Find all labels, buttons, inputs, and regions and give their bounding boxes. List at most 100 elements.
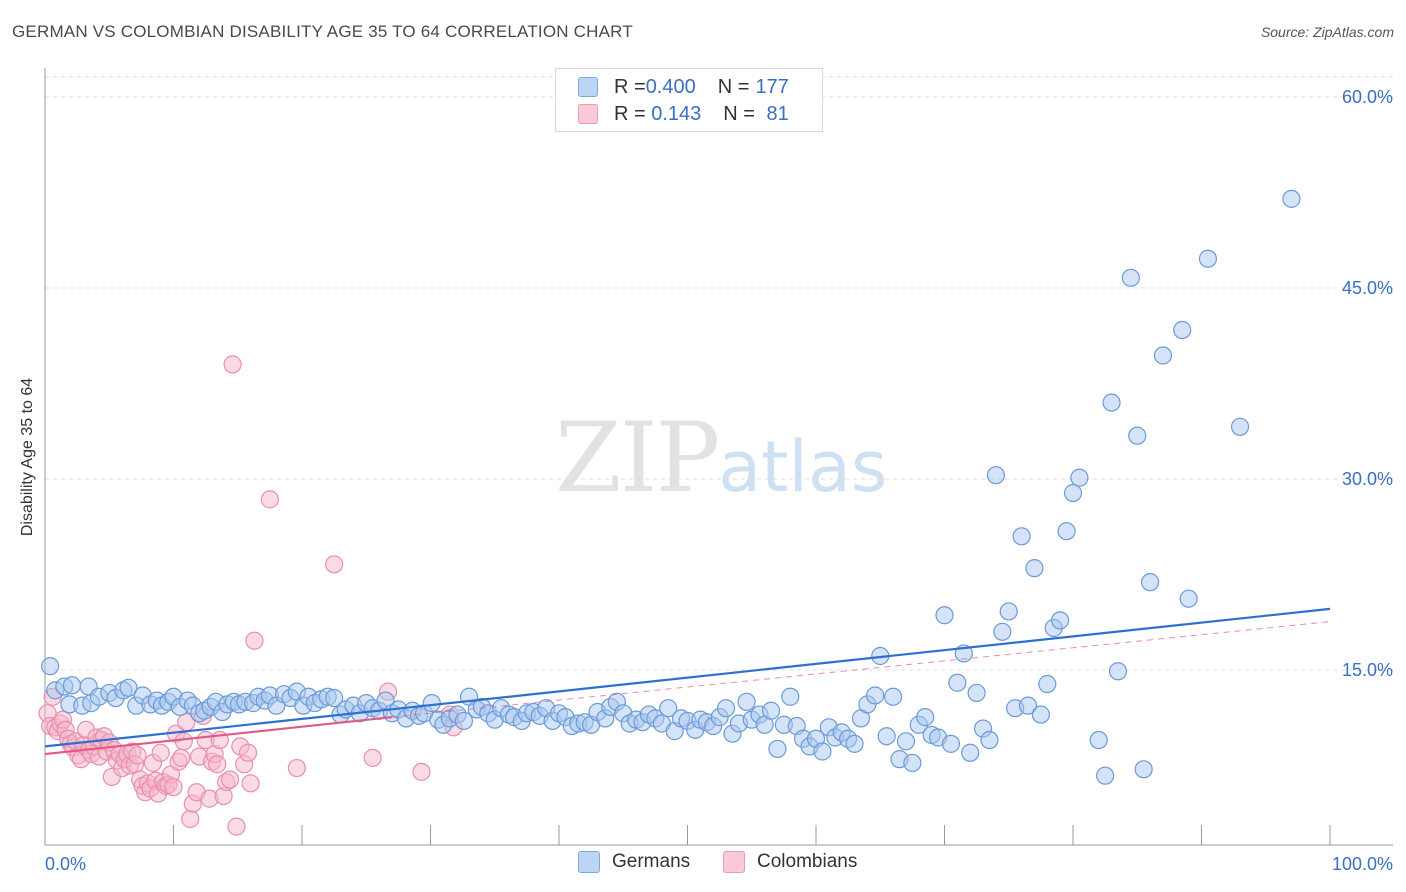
german-point-173 (1198, 249, 1218, 268)
german-point-155 (1031, 705, 1050, 724)
german-r-label: R = (614, 75, 646, 98)
colombian-trend-line (44, 716, 393, 756)
y-axis-label: Disability Age 35 to 64 (19, 377, 36, 537)
german-point-134 (896, 732, 916, 751)
german-point-150 (999, 602, 1018, 621)
german-point-169 (1140, 573, 1160, 592)
german-point-141 (941, 734, 961, 753)
colombian-point-78 (325, 555, 344, 574)
german-point-154 (1025, 559, 1044, 578)
german-point-174 (1230, 417, 1250, 436)
colombian-n-label: N = (723, 102, 755, 125)
colombian-points (38, 355, 463, 836)
colombian-point-55 (181, 809, 200, 829)
german-point-65 (454, 711, 474, 731)
legend-row-colombians: R = 0.143 N = 81 (578, 101, 789, 127)
y-tick-label-2: 45.0% (1342, 278, 1393, 298)
german-point-144 (961, 743, 980, 762)
german-point-97 (659, 699, 678, 718)
german-point-4 (62, 676, 82, 695)
german-point-167 (1128, 426, 1147, 445)
german-point-159 (1057, 522, 1076, 541)
german-point-165 (1108, 662, 1128, 681)
german-point-113 (761, 701, 781, 720)
german-point-12 (119, 678, 138, 697)
zipatlas-watermark: ZIPatlas (555, 402, 887, 514)
colombian-point-35 (128, 746, 147, 765)
colombian-point-73 (238, 743, 258, 762)
german-point-0 (41, 657, 60, 676)
colombian-trend-extension (391, 621, 1331, 718)
german-point-114 (768, 739, 787, 759)
german-point-121 (813, 742, 832, 761)
german-r-value: 0.400 (645, 75, 696, 98)
chart-title: GERMAN VS COLOMBIAN DISABILITY AGE 35 TO… (12, 22, 633, 41)
german-n-label: N = (717, 75, 750, 98)
german-point-131 (877, 727, 896, 746)
colombian-point-70 (227, 817, 246, 836)
colombian-point-53 (174, 732, 193, 751)
watermark-zip: ZIP (555, 402, 720, 514)
colombian-point-74 (241, 774, 260, 793)
german-point-140 (935, 606, 954, 625)
german-swatch (578, 77, 598, 97)
watermark-atlas: atlas (718, 426, 888, 508)
legend-row-germans: R = 0.400 N = 177 (578, 74, 789, 100)
correlation-legend: R = 0.400 N = 177 R = 0.143 N = 81 (555, 68, 823, 132)
german-point-106 (716, 699, 736, 718)
german-n-value: 177 (755, 75, 789, 98)
colombian-point-49 (164, 778, 183, 797)
german-point-163 (1096, 766, 1115, 785)
colombian-r-value: 0.143 (645, 102, 702, 125)
y-tick-label-1: 30.0% (1342, 469, 1393, 489)
colombian-point-64 (208, 755, 227, 774)
german-point-129 (866, 686, 885, 705)
german-point-158 (1051, 611, 1070, 630)
colombian-point-79 (363, 748, 382, 767)
legend-item-colombians[interactable]: Colombians (723, 851, 857, 873)
tick-labels: 15.0% 30.0% 45.0% 60.0% 0.0% 100.0% (45, 87, 1393, 874)
german-point-170 (1153, 346, 1173, 365)
trend-lines (44, 607, 1331, 756)
colombian-point-52 (172, 748, 191, 767)
colombian-point-44 (151, 743, 170, 762)
y-tick-label-0: 15.0% (1342, 660, 1393, 680)
x-tick-label-max: 100.0% (1332, 854, 1393, 874)
german-point-160 (1063, 483, 1083, 503)
german-point-148 (986, 466, 1006, 485)
german-point-168 (1134, 760, 1153, 779)
y-tick-label-3: 60.0% (1342, 87, 1393, 107)
german-point-166 (1121, 268, 1140, 287)
germans-swatch (578, 851, 600, 873)
german-point-156 (1038, 674, 1057, 694)
german-point-162 (1089, 730, 1108, 750)
german-point-109 (737, 692, 756, 711)
german-point-145 (967, 683, 986, 703)
colombian-swatch (578, 104, 598, 124)
german-point-142 (948, 673, 967, 692)
colombian-r-label: R = (614, 102, 646, 125)
colombians-swatch (723, 851, 745, 873)
german-points (41, 189, 1301, 785)
german-point-152 (1012, 527, 1031, 546)
german-point-147 (980, 730, 999, 750)
source-label: Source: ZipAtlas.com (1260, 24, 1394, 40)
german-point-175 (1282, 189, 1301, 208)
german-point-132 (883, 687, 903, 706)
german-point-60 (422, 694, 441, 713)
german-point-153 (1018, 696, 1038, 715)
german-point-171 (1173, 320, 1192, 340)
colombian-point-77 (287, 758, 306, 778)
series-legend: Germans Colombians (0, 851, 1406, 879)
legend-item-germans[interactable]: Germans (578, 851, 690, 873)
colombian-point-81 (412, 762, 431, 781)
colombian-point-75 (245, 631, 264, 650)
grid-lines (45, 76, 1393, 671)
german-point-116 (781, 687, 800, 706)
germans-legend-label: Germans (612, 851, 691, 872)
german-point-172 (1179, 589, 1198, 608)
colombian-point-69 (223, 355, 242, 374)
german-point-137 (916, 708, 935, 727)
colombian-n-value: 81 (760, 102, 789, 125)
